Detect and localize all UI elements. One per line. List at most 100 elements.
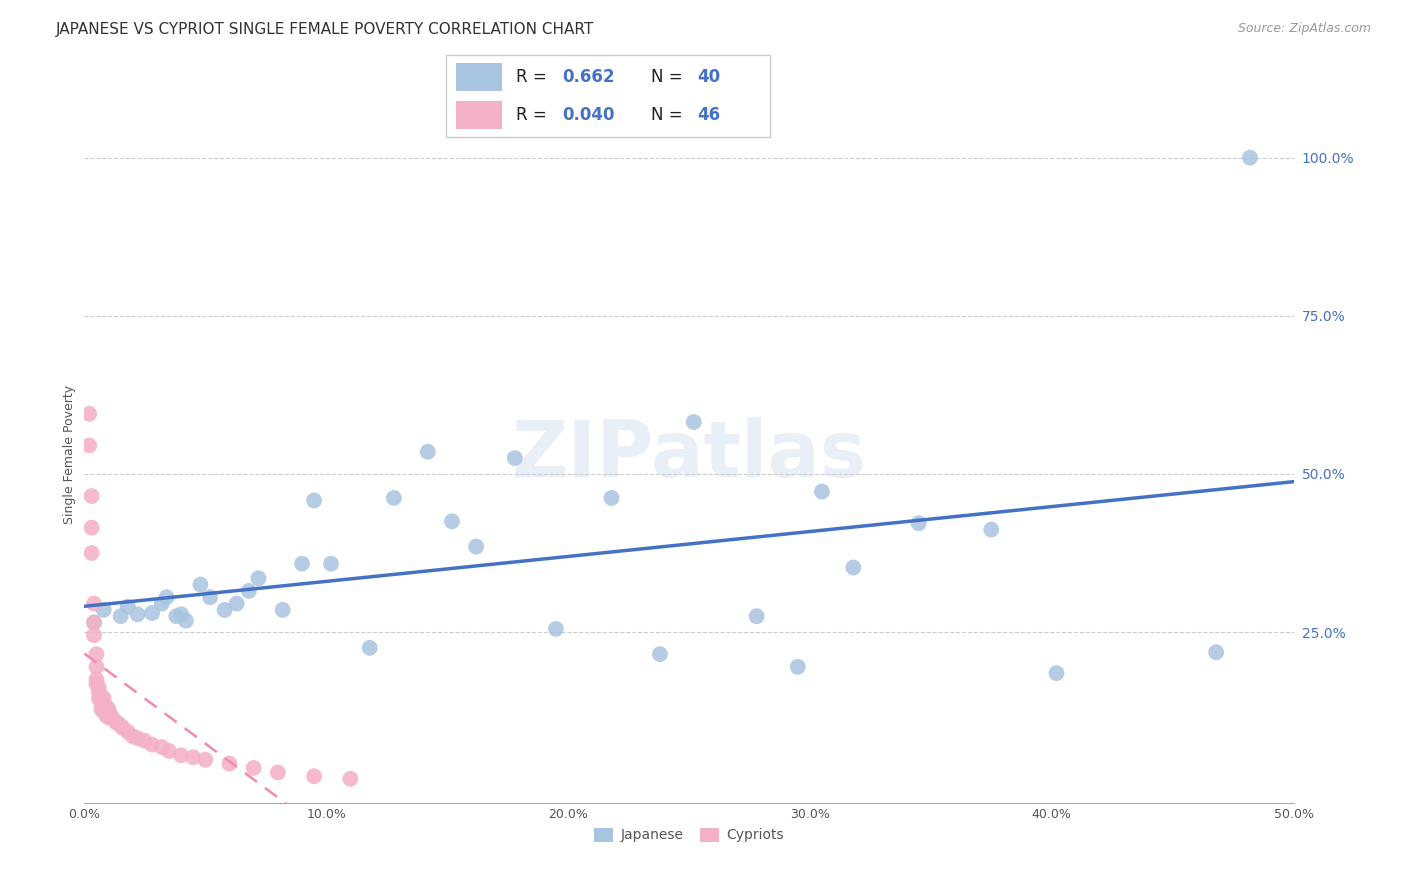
Point (86, 673, 108, 687)
Point (86, 647, 108, 661)
Point (416, 444, 439, 458)
Point (86, 677, 108, 691)
Point (302, 493, 325, 508)
Point (141, 606, 163, 620)
Point (155, 591, 177, 605)
Point (1239, 151, 1261, 165)
Point (112, 721, 135, 735)
Point (80, 521, 103, 535)
Point (104, 714, 127, 729)
Point (302, 769, 325, 783)
Point (170, 748, 193, 763)
Text: N =: N = (651, 106, 688, 124)
Point (465, 540, 488, 554)
Point (87, 685, 110, 699)
Point (745, 609, 768, 624)
Text: R =: R = (516, 68, 551, 86)
Point (134, 734, 156, 748)
Point (93, 704, 115, 718)
Point (87, 691, 110, 706)
Point (907, 516, 929, 531)
Point (83, 597, 105, 611)
Point (90, 696, 112, 710)
Point (150, 597, 173, 611)
Point (80, 546, 103, 560)
Point (1045, 666, 1067, 681)
Point (93, 691, 115, 706)
Text: 0.662: 0.662 (562, 68, 614, 86)
Point (77, 407, 100, 421)
Point (103, 712, 125, 726)
Text: 46: 46 (697, 106, 720, 124)
Point (141, 738, 163, 752)
Point (83, 615, 105, 630)
Point (181, 750, 204, 764)
Point (440, 514, 463, 528)
Point (117, 599, 139, 614)
Point (382, 491, 405, 505)
Point (842, 560, 865, 574)
FancyBboxPatch shape (446, 55, 770, 136)
Y-axis label: Single Female Poverty: Single Female Poverty (63, 385, 76, 524)
Point (80, 489, 103, 503)
Point (190, 577, 212, 591)
Point (648, 647, 671, 661)
Point (600, 491, 623, 505)
Text: ZIPatlas: ZIPatlas (512, 417, 866, 493)
FancyBboxPatch shape (456, 101, 502, 129)
Point (100, 708, 122, 723)
Point (198, 591, 221, 605)
Text: N =: N = (651, 68, 688, 86)
Point (811, 484, 834, 499)
Point (218, 756, 240, 771)
Legend: Japanese, Cypriots: Japanese, Cypriots (588, 822, 790, 848)
Point (214, 603, 236, 617)
Point (238, 583, 260, 598)
Point (157, 744, 180, 758)
Point (359, 640, 381, 655)
Point (121, 730, 143, 744)
Point (94, 708, 117, 723)
Point (339, 772, 361, 786)
Point (150, 740, 173, 755)
Point (503, 451, 526, 466)
Point (225, 597, 247, 611)
Point (87, 681, 110, 695)
Text: 0.040: 0.040 (562, 106, 614, 124)
Point (86, 660, 108, 674)
Point (93, 603, 115, 617)
Point (90, 702, 112, 716)
Point (786, 660, 808, 674)
Point (83, 628, 105, 642)
Point (97, 702, 120, 716)
FancyBboxPatch shape (456, 62, 502, 91)
Point (194, 753, 217, 767)
Point (319, 557, 342, 571)
Point (174, 614, 197, 628)
Point (110, 609, 132, 624)
Point (682, 415, 704, 429)
Point (170, 607, 193, 622)
Point (127, 731, 149, 746)
Point (291, 557, 314, 571)
Point (83, 615, 105, 630)
Point (247, 571, 270, 585)
Point (94, 699, 117, 714)
Point (90, 690, 112, 704)
Text: 40: 40 (697, 68, 720, 86)
Point (267, 765, 290, 780)
Point (980, 523, 1002, 537)
Point (127, 607, 149, 622)
Text: R =: R = (516, 106, 551, 124)
Point (97, 710, 120, 724)
Point (93, 698, 115, 712)
Point (107, 716, 129, 731)
Point (544, 622, 567, 636)
Point (242, 761, 264, 775)
Text: Source: ZipAtlas.com: Source: ZipAtlas.com (1237, 22, 1371, 36)
Point (110, 718, 132, 732)
Point (77, 438, 100, 452)
Text: JAPANESE VS CYPRIOT SINGLE FEMALE POVERTY CORRELATION CHART: JAPANESE VS CYPRIOT SINGLE FEMALE POVERT… (56, 22, 595, 37)
Point (117, 725, 139, 739)
Point (165, 609, 187, 624)
